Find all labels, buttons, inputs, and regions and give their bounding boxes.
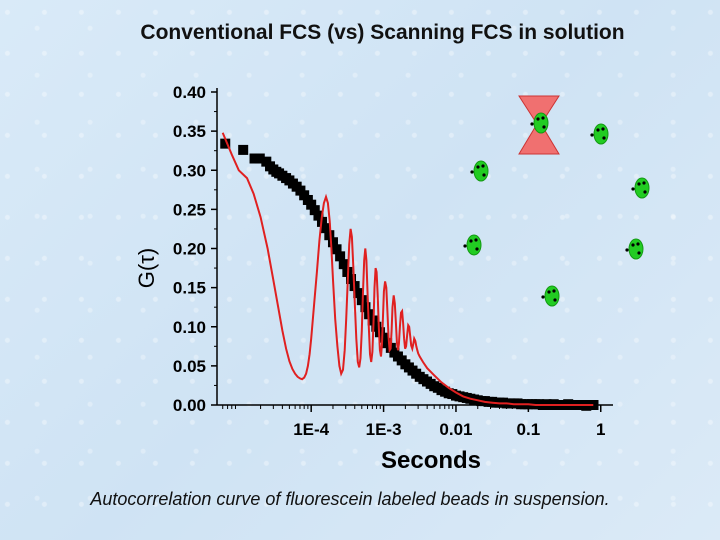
bead-dot [631, 243, 635, 247]
bead-dot [476, 165, 480, 169]
bead-icon [530, 112, 549, 134]
chart-illustration [463, 95, 650, 307]
bead-dot [482, 173, 486, 177]
bead-dot [474, 238, 478, 242]
data-point-conventional [360, 302, 371, 313]
data-point-conventional [331, 244, 342, 255]
data-point-conventional [313, 210, 324, 221]
data-point-conventional [338, 259, 349, 270]
data-point-conventional [346, 274, 357, 285]
x-axis-title: Seconds [381, 447, 481, 474]
data-point-conventional [353, 288, 364, 299]
bead-dot [602, 136, 606, 140]
y-tick-label: 0.25 [173, 200, 206, 219]
y-tick-label: 0.15 [173, 279, 206, 298]
bead-body [628, 238, 644, 260]
bead-body [473, 160, 489, 182]
slide-title: Conventional FCS (vs) Scanning FCS in so… [140, 21, 625, 44]
bead-dot [481, 164, 485, 168]
bead-body [466, 234, 482, 256]
bead-dot [542, 125, 546, 129]
chart-marks [220, 132, 599, 411]
x-tick-label: 1E-4 [293, 420, 329, 439]
bead-dot [470, 170, 474, 174]
bead-body [544, 285, 560, 307]
data-point-conventional [588, 400, 599, 410]
data-point-conventional [378, 332, 389, 343]
bead-dot [631, 187, 635, 191]
bead-dot [553, 298, 557, 302]
bead-dot [463, 244, 467, 248]
y-tick-label: 0.10 [173, 318, 206, 337]
bead-dot [590, 133, 594, 137]
bead-dot [541, 116, 545, 120]
bead-dot [601, 127, 605, 131]
x-tick-label: 1 [596, 420, 605, 439]
bead-dot [475, 247, 479, 251]
bead-icon [463, 234, 482, 256]
bead-dot [541, 295, 545, 299]
bead-body [593, 123, 609, 145]
data-point-conventional [306, 199, 317, 210]
y-tick-label: 0.20 [173, 240, 206, 259]
data-point-conventional [220, 138, 231, 149]
data-point-conventional [238, 144, 249, 155]
data-point-conventional [327, 237, 338, 248]
bead-dot [625, 248, 629, 252]
bead-icon [470, 160, 489, 182]
bead-body [533, 112, 549, 134]
bead-dot [469, 239, 473, 243]
data-point-conventional [335, 251, 346, 262]
data-point-conventional [371, 321, 382, 332]
data-point-conventional [324, 230, 335, 241]
bead-dot [642, 181, 646, 185]
y-tick-label: 0.40 [173, 83, 206, 102]
bead-body [634, 177, 650, 199]
bead-dot [636, 242, 640, 246]
series-line-scanning [221, 132, 594, 406]
figure-caption: Autocorrelation curve of fluorescein lab… [90, 489, 610, 509]
y-axis-title: G(τ) [134, 248, 159, 288]
x-tick-label: 0.1 [517, 420, 541, 439]
data-point-conventional [309, 205, 320, 216]
bead-dot [637, 182, 641, 186]
x-tick-label: 1E-3 [366, 420, 402, 439]
bead-dot [536, 117, 540, 121]
y-tick-label: 0.05 [173, 357, 206, 376]
y-tick-label: 0.35 [173, 122, 206, 141]
y-tick-label: 0.00 [173, 396, 206, 415]
bead-dot [637, 251, 641, 255]
bead-icon [625, 238, 644, 260]
bead-dot [643, 190, 647, 194]
bead-icon [590, 123, 609, 145]
bead-icon [541, 285, 560, 307]
data-point-conventional [320, 223, 331, 234]
bead-icon [631, 177, 650, 199]
chart-axes: 0.00 0.05 0.10 0.15 0.20 0.25 0.30 0.35 0.40 1E-4… [134, 83, 613, 474]
bead-dot [552, 289, 556, 293]
bead-dot [530, 122, 534, 126]
x-tick-label: 0.01 [439, 420, 472, 439]
bead-dot [547, 290, 551, 294]
data-point-conventional [249, 153, 260, 164]
data-point-conventional [254, 153, 265, 164]
bead-dot [596, 128, 600, 132]
y-tick-label: 0.30 [173, 161, 206, 180]
